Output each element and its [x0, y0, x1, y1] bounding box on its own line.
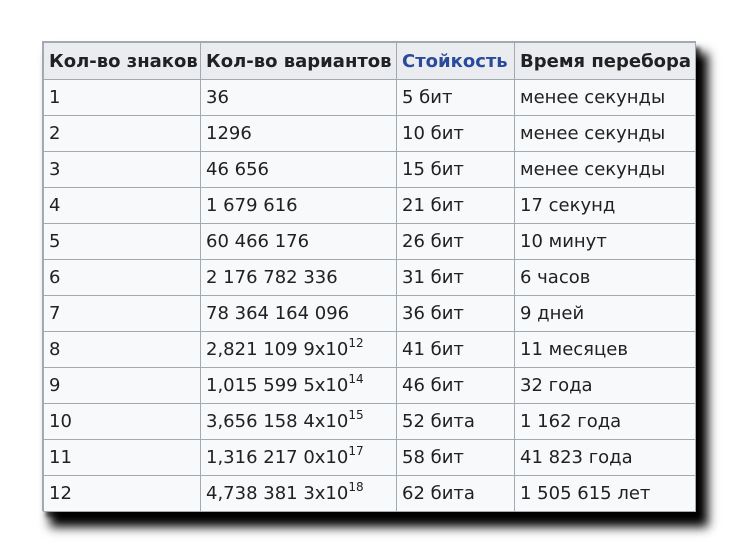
cell-brute-force-time: 17 секунд — [514, 187, 696, 224]
table-header-row: Кол-во знаков Кол-во вариантов Стойкость… — [43, 42, 696, 80]
cell-char-count: 5 — [43, 223, 201, 260]
header-variant-count: Кол-во вариантов — [200, 42, 397, 80]
variant-count-value: 78 364 164 096 — [206, 303, 350, 324]
table-row: 3 46 656 15 бит менее секунды — [43, 151, 696, 188]
variant-count-value: 2,821 109 9x10 — [206, 339, 349, 360]
variant-count-value: 60 466 176 — [206, 231, 310, 252]
cell-strength: 62 бита — [396, 475, 515, 512]
cell-brute-force-time: 1 505 615 лет — [514, 475, 696, 512]
cell-strength: 5 бит — [396, 79, 515, 116]
cell-char-count: 4 — [43, 187, 201, 224]
variant-count-exponent: 12 — [348, 336, 364, 350]
header-brute-force-time: Время перебора — [514, 42, 696, 80]
cell-brute-force-time: 11 месяцев — [514, 331, 696, 368]
cell-variant-count: 1 679 616 — [200, 187, 397, 224]
password-strength-table-frame: Кол-во знаков Кол-во вариантов Стойкость… — [42, 41, 696, 512]
cell-brute-force-time: 41 823 года — [514, 439, 696, 476]
cell-variant-count: 1296 — [200, 115, 397, 152]
cell-variant-count: 2 176 782 336 — [200, 259, 397, 296]
variant-count-value: 4,738 381 3x10 — [206, 483, 349, 504]
variant-count-value: 1296 — [206, 123, 252, 144]
cell-strength: 31 бит — [396, 259, 515, 296]
variant-count-value: 3,656 158 4x10 — [206, 411, 349, 432]
cell-strength: 36 бит — [396, 295, 515, 332]
variant-count-value: 46 656 — [206, 159, 269, 180]
header-char-count: Кол-во знаков — [43, 42, 201, 80]
table-row: 1 36 5 бит менее секунды — [43, 79, 696, 116]
cell-brute-force-time: 1 162 года — [514, 403, 696, 440]
cell-char-count: 6 — [43, 259, 201, 296]
variant-count-exponent: 15 — [348, 408, 364, 422]
cell-brute-force-time: менее секунды — [514, 79, 696, 116]
cell-char-count: 8 — [43, 331, 201, 368]
variant-count-exponent: 17 — [348, 444, 364, 458]
cell-variant-count: 60 466 176 — [200, 223, 397, 260]
cell-char-count: 9 — [43, 367, 201, 404]
header-strength-link[interactable]: Стойкость — [396, 42, 515, 80]
cell-char-count: 3 — [43, 151, 201, 188]
cell-variant-count: 1,015 599 5x1014 — [200, 367, 397, 404]
table-row: 2 1296 10 бит менее секунды — [43, 115, 696, 152]
cell-strength: 41 бит — [396, 331, 515, 368]
variant-count-value: 1,316 217 0x10 — [206, 447, 349, 468]
table-row: 11 1,316 217 0x1017 58 бит 41 823 года — [43, 439, 696, 476]
cell-variant-count: 2,821 109 9x1012 — [200, 331, 397, 368]
cell-char-count: 10 — [43, 403, 201, 440]
cell-variant-count: 36 — [200, 79, 397, 116]
table-row: 5 60 466 176 26 бит 10 минут — [43, 223, 696, 260]
cell-variant-count: 1,316 217 0x1017 — [200, 439, 397, 476]
cell-char-count: 2 — [43, 115, 201, 152]
cell-variant-count: 4,738 381 3x1018 — [200, 475, 397, 512]
table-row: 9 1,015 599 5x1014 46 бит 32 года — [43, 367, 696, 404]
cell-strength: 15 бит — [396, 151, 515, 188]
cell-strength: 52 бита — [396, 403, 515, 440]
cell-variant-count: 3,656 158 4x1015 — [200, 403, 397, 440]
cell-strength: 21 бит — [396, 187, 515, 224]
cell-brute-force-time: 6 часов — [514, 259, 696, 296]
cell-brute-force-time: менее секунды — [514, 151, 696, 188]
cell-strength: 58 бит — [396, 439, 515, 476]
cell-strength: 26 бит — [396, 223, 515, 260]
cell-char-count: 7 — [43, 295, 201, 332]
variant-count-value: 36 — [206, 87, 229, 108]
cell-variant-count: 46 656 — [200, 151, 397, 188]
cell-char-count: 11 — [43, 439, 201, 476]
cell-brute-force-time: менее секунды — [514, 115, 696, 152]
variant-count-value: 1 679 616 — [206, 195, 298, 216]
variant-count-exponent: 14 — [348, 372, 364, 386]
cell-char-count: 1 — [43, 79, 201, 116]
table-row: 7 78 364 164 096 36 бит 9 дней — [43, 295, 696, 332]
cell-brute-force-time: 9 дней — [514, 295, 696, 332]
cell-variant-count: 78 364 164 096 — [200, 295, 397, 332]
table-row: 12 4,738 381 3x1018 62 бита 1 505 615 лет — [43, 475, 696, 512]
table-row: 8 2,821 109 9x1012 41 бит 11 месяцев — [43, 331, 696, 368]
cell-char-count: 12 — [43, 475, 201, 512]
cell-brute-force-time: 32 года — [514, 367, 696, 404]
cell-brute-force-time: 10 минут — [514, 223, 696, 260]
variant-count-value: 2 176 782 336 — [206, 267, 338, 288]
cell-strength: 10 бит — [396, 115, 515, 152]
cell-strength: 46 бит — [396, 367, 515, 404]
variant-count-exponent: 18 — [348, 480, 364, 494]
table-row: 10 3,656 158 4x1015 52 бита 1 162 года — [43, 403, 696, 440]
password-strength-table: Кол-во знаков Кол-во вариантов Стойкость… — [43, 42, 696, 512]
variant-count-value: 1,015 599 5x10 — [206, 375, 349, 396]
